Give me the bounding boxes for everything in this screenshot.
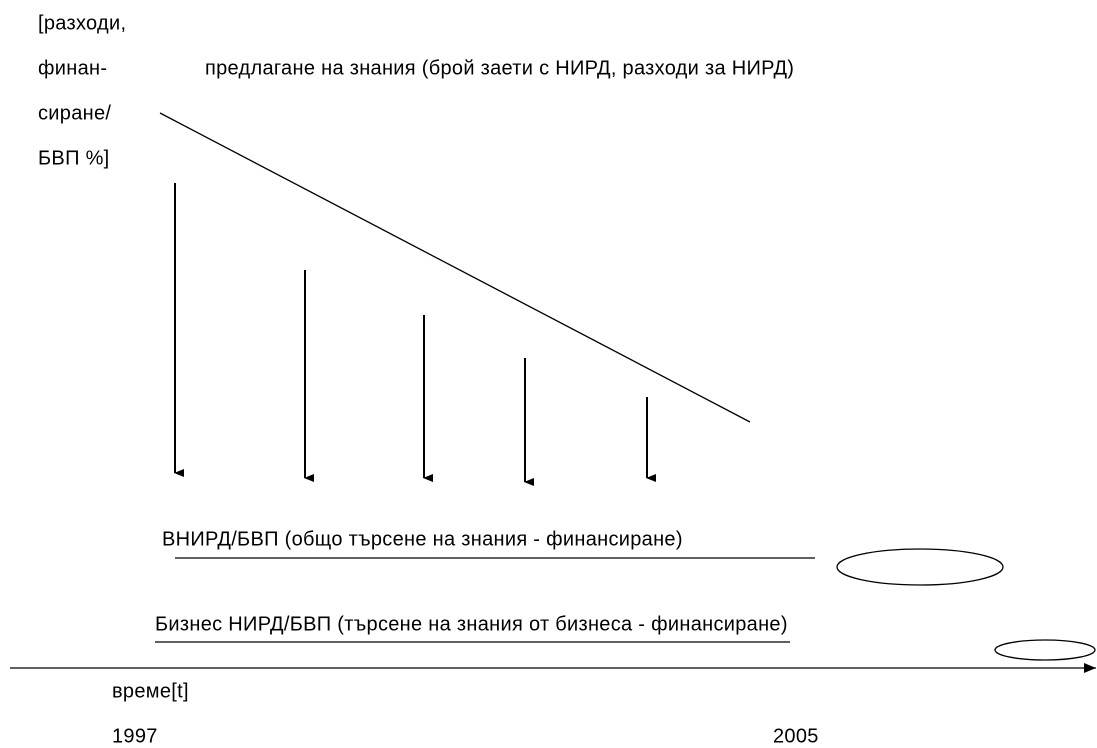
- ellipse: [836, 548, 1004, 586]
- y-axis-label: [разходи,: [38, 12, 126, 34]
- supply-line: [159, 112, 751, 423]
- y-axis-label: БВП %]: [38, 147, 110, 169]
- y-axis-label: финан-: [38, 57, 107, 79]
- x-axis-label: време[t]: [112, 680, 189, 702]
- total-demand-label: ВНИРД/БВП (общо търсене на знания - фина…: [162, 528, 683, 550]
- x-start-label: 1997: [112, 725, 158, 747]
- y-axis-label: сиране/: [38, 102, 111, 124]
- x-end-label: 2005: [773, 725, 819, 747]
- ellipse: [994, 639, 1096, 661]
- supply-label: предлагане на знания (брой заети с НИРД,…: [205, 57, 794, 79]
- business-demand-label: Бизнес НИРД/БВП (търсене на знания от би…: [155, 613, 788, 635]
